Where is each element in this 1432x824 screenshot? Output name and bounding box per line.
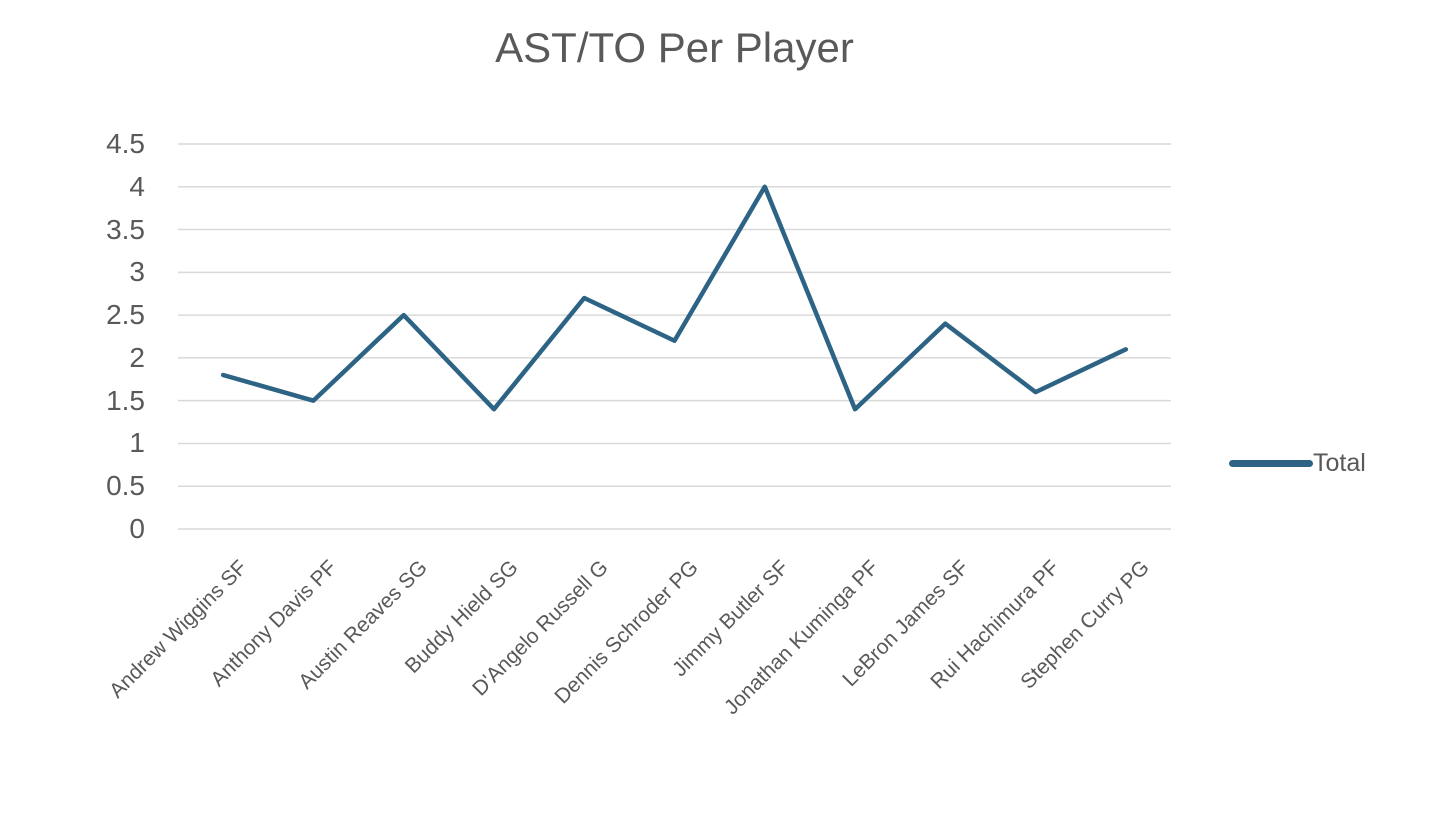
y-tick-label: 4.5 bbox=[106, 128, 145, 159]
y-tick-label: 1 bbox=[129, 427, 145, 459]
y-tick-label: 3.5 bbox=[106, 213, 145, 245]
y-tick-label: 0.5 bbox=[106, 470, 145, 502]
chart-title: AST/TO Per Player bbox=[495, 24, 854, 71]
y-tick-label: 4 bbox=[129, 170, 145, 202]
y-tick-label: 1.5 bbox=[106, 384, 145, 416]
legend-label: Total bbox=[1313, 448, 1366, 477]
y-tick-label: 2.5 bbox=[106, 299, 145, 331]
y-tick-label: 2 bbox=[129, 341, 145, 373]
y-tick-label: 0 bbox=[129, 513, 145, 544]
legend-line-swatch bbox=[1229, 459, 1313, 467]
series-line bbox=[220, 184, 1129, 412]
legend: Total bbox=[1229, 448, 1366, 478]
y-tick-label: 3 bbox=[129, 256, 145, 288]
